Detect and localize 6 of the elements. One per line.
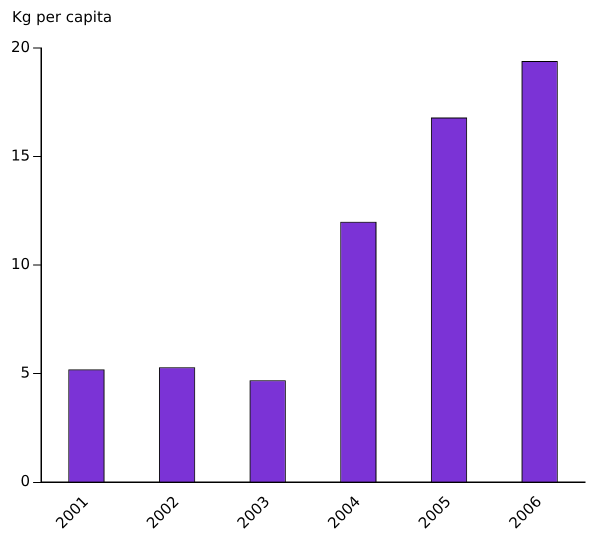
y-tick-label: 15 — [10, 146, 30, 164]
y-tick-label: 10 — [10, 255, 30, 274]
y-axis-title: Kg per capita — [11, 8, 114, 28]
y-tick-label: 20 — [10, 38, 30, 56]
y-tick-label: 5 — [20, 364, 30, 382]
y-tick-label: 0 — [20, 472, 30, 490]
